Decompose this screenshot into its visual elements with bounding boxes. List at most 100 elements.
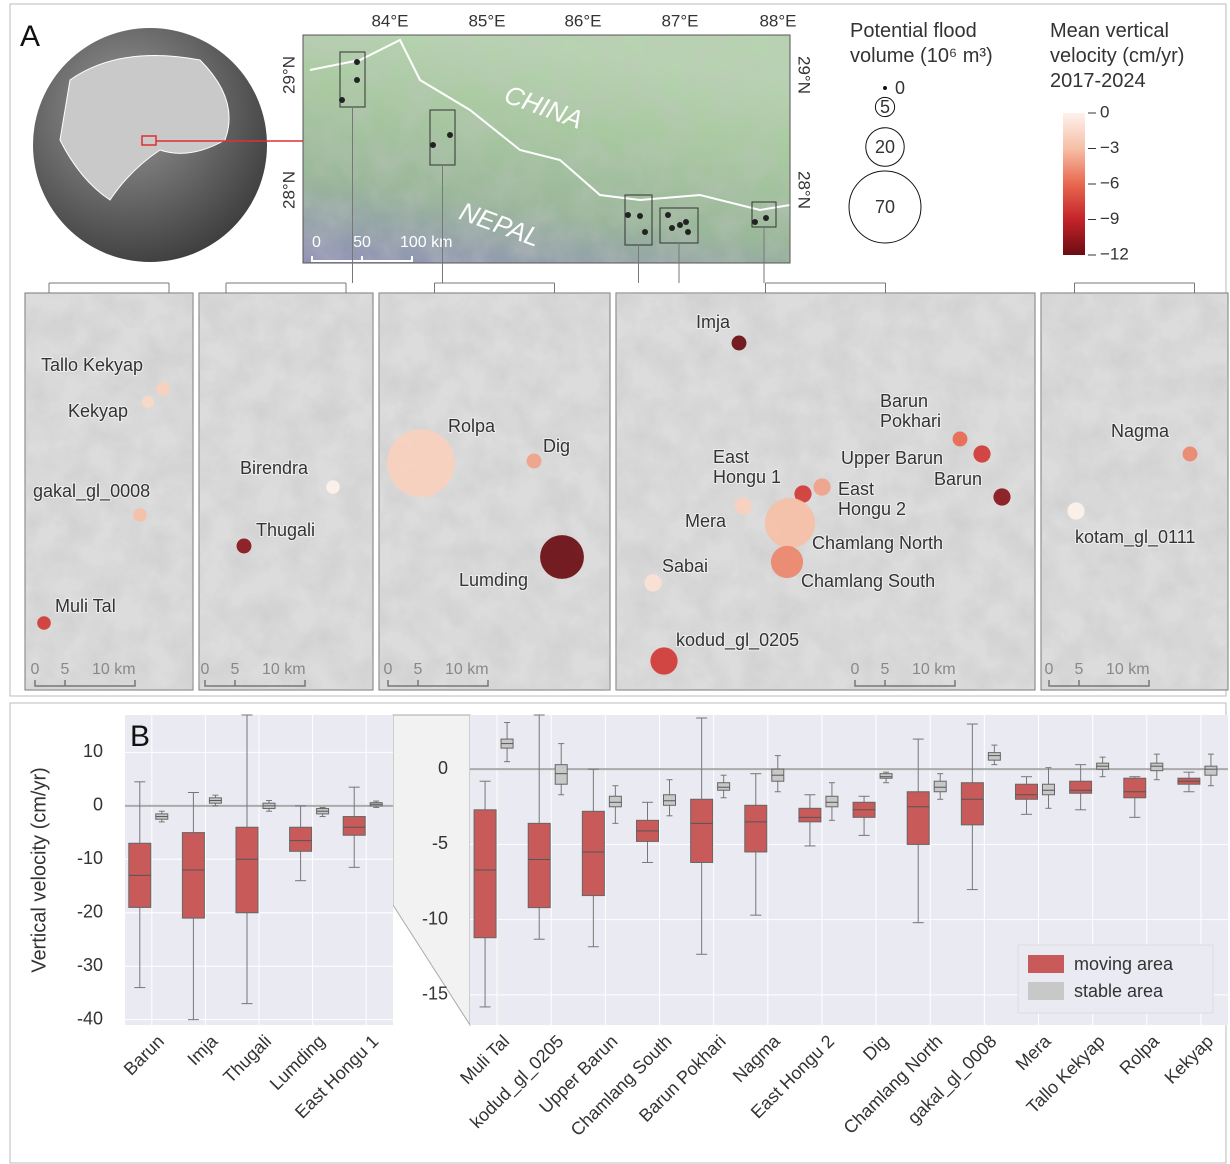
lake-dot: [637, 213, 643, 219]
lake: [813, 478, 830, 495]
scale-label: 5: [61, 661, 70, 678]
lake-label: Lumding: [459, 570, 528, 590]
inset-relief: [1041, 293, 1228, 690]
box: [826, 796, 838, 807]
x-tick-label: Rolpa: [1116, 1030, 1164, 1078]
lake: [953, 432, 968, 447]
lake-dot: [625, 212, 631, 218]
y-tick-label: -40: [77, 1008, 103, 1028]
lake: [644, 574, 661, 591]
figure: A 84°E85°E86°E87°E88°E29°N29°N28°N28°NCH…: [0, 0, 1230, 1164]
lake-dot: [642, 229, 648, 235]
zoom-link: [393, 715, 470, 1025]
lake: [387, 429, 455, 497]
lake-label: Birendra: [240, 458, 309, 478]
box: [907, 792, 929, 845]
x-tick-label: Chamlang South: [567, 1031, 676, 1140]
lake: [527, 454, 542, 469]
lake-label: Mera: [685, 511, 727, 531]
box: [718, 783, 730, 791]
box: [528, 823, 550, 907]
lake-label: kotam_gl_0111: [1075, 527, 1195, 548]
y-tick-label: -15: [422, 984, 448, 1004]
lake: [1067, 502, 1084, 519]
box: [745, 805, 767, 852]
scale-label: 0: [312, 234, 321, 251]
y-tick-label: -10: [77, 848, 103, 868]
scale-label: 5: [1075, 661, 1084, 678]
scale-label: 10 km: [1106, 661, 1150, 678]
scale-label: 10 km: [262, 661, 306, 678]
lake: [156, 382, 170, 396]
color-tick-label: −9: [1100, 209, 1119, 228]
lat-tick-label: 28°N: [279, 171, 298, 209]
page: A 84°E85°E86°E87°E88°E29°N29°N28°N28°NCH…: [0, 0, 1230, 1164]
lake-dot: [685, 229, 691, 235]
scale-label: 5: [881, 661, 890, 678]
lat-tick-label: 29°N: [279, 56, 298, 94]
box: [691, 799, 713, 862]
box: [1016, 784, 1038, 799]
lake: [771, 546, 803, 578]
lake-dot: [752, 219, 758, 225]
lon-tick-label: 84°E: [371, 11, 408, 30]
lake-dot: [354, 77, 360, 83]
lake-label: Muli Tal: [55, 596, 116, 616]
color-tick-label: −6: [1100, 173, 1119, 192]
box: [1043, 784, 1055, 795]
box: [343, 817, 365, 836]
box: [182, 833, 204, 919]
lake-label: Kekyap: [68, 401, 128, 421]
size-key-label: 70: [875, 197, 895, 217]
legend-label: stable area: [1074, 981, 1164, 1001]
lake: [37, 616, 51, 630]
lake: [973, 445, 990, 462]
size-key-label: 20: [875, 137, 895, 157]
legend-swatch: [1028, 955, 1064, 973]
y-axis-label: Vertical velocity (cm/yr): [28, 767, 50, 973]
x-tick-label: Dig: [859, 1031, 892, 1064]
lake: [326, 480, 340, 494]
size-key-label: 5: [880, 97, 890, 117]
lake-label: kodud_gl_0205: [676, 630, 799, 651]
lake-dot: [447, 132, 453, 138]
scale-label: 0: [201, 661, 210, 678]
size-key-label: 0: [895, 78, 905, 98]
lake: [540, 535, 584, 579]
lake-label: Rolpa: [448, 416, 496, 436]
lake-label: Nagma: [1111, 421, 1170, 441]
lake-dot: [354, 59, 360, 65]
box: [474, 810, 496, 938]
y-tick-label: -10: [422, 908, 448, 928]
scale-label: 0: [1045, 661, 1054, 678]
color-tick-label: 0: [1100, 102, 1109, 121]
lake-label: Upper Barun: [841, 448, 943, 468]
scale-label: 0: [31, 661, 40, 678]
color-tick-label: −12: [1100, 244, 1129, 263]
scale-label: 100 km: [400, 234, 452, 251]
x-tick-label: kodud_gl_0205: [466, 1031, 568, 1133]
lake-label: Imja: [696, 312, 731, 332]
y-tick-label: 0: [438, 758, 448, 778]
box: [988, 753, 1000, 761]
lake-label: Barun: [934, 469, 982, 489]
scale-label: 5: [231, 661, 240, 678]
lake-dot: [665, 212, 671, 218]
x-tick-label: Mera: [1012, 1030, 1056, 1074]
box: [934, 781, 946, 792]
y-tick-label: -5: [432, 833, 448, 853]
lat-tick-label: 29°N: [795, 56, 814, 94]
box: [799, 808, 821, 822]
y-tick-label: -30: [77, 955, 103, 975]
x-tick-label: Barun: [120, 1031, 168, 1079]
lake-dot: [339, 97, 345, 103]
lake-label: Chamlang North: [812, 533, 943, 553]
lon-tick-label: 86°E: [564, 11, 601, 30]
box: [1205, 766, 1217, 775]
box: [1070, 781, 1092, 793]
panel-label: B: [130, 720, 150, 753]
scale-label: 10 km: [912, 661, 956, 678]
lake-label: Thugali: [256, 520, 315, 540]
